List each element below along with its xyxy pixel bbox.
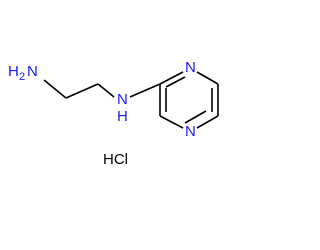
bond	[43, 79, 67, 99]
bond	[159, 71, 184, 85]
bond-inner	[184, 110, 207, 124]
bond	[196, 71, 219, 85]
atom-label: H	[117, 108, 128, 125]
atom-label: H	[8, 63, 19, 80]
bond	[129, 83, 161, 98]
bond	[97, 83, 115, 98]
atom-label: N	[117, 91, 128, 108]
atom-subscript: 2	[19, 71, 25, 83]
bond-inner	[165, 76, 186, 88]
atom-label: N	[185, 123, 196, 140]
atom-label: N	[27, 63, 38, 80]
bonds	[43, 71, 219, 129]
atom-label: N	[185, 59, 196, 76]
bond	[159, 115, 184, 129]
bond	[196, 115, 219, 129]
salt-label: HCl	[103, 151, 128, 168]
molecule-diagram: H 2 N N H N N HCl	[8, 59, 219, 168]
bond	[65, 83, 99, 99]
